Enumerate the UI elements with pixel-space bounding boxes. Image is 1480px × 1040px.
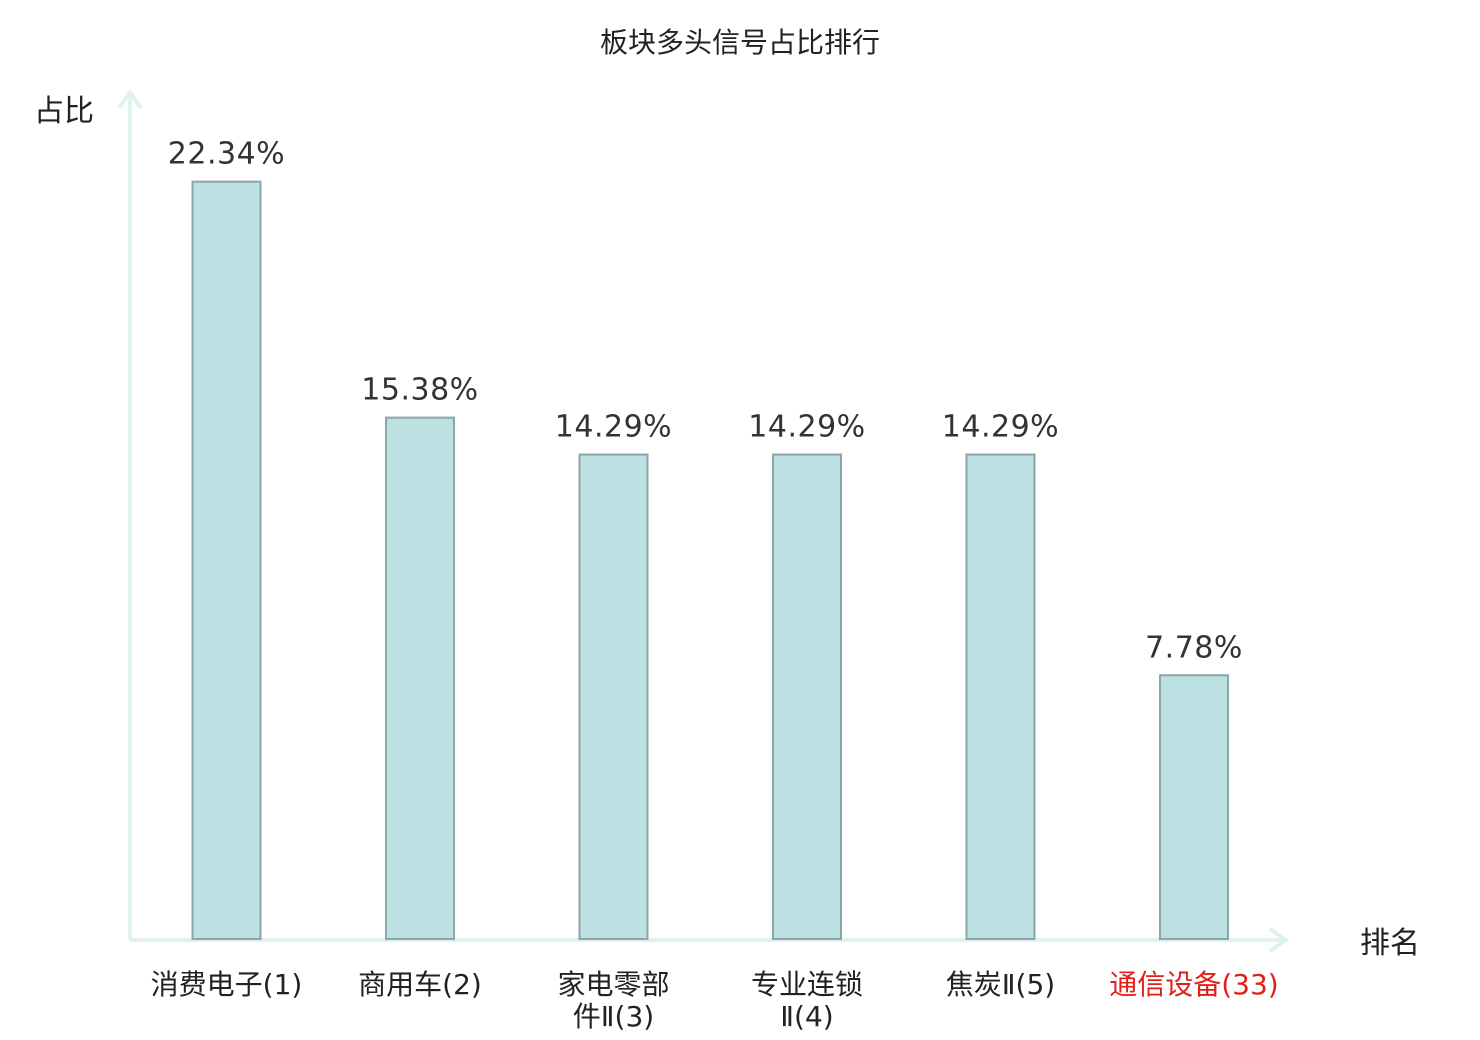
x-tick-label-3-line-1: 家电零部 bbox=[557, 968, 669, 1001]
value-label-1: 22.34% bbox=[168, 137, 285, 172]
bar-4 bbox=[772, 453, 842, 940]
x-axis-label: 排名 bbox=[1360, 926, 1420, 961]
x-tick-label-6: 通信设备(33) bbox=[1109, 968, 1278, 1001]
x-tick-label-2: 商用车(2) bbox=[358, 968, 482, 1001]
value-labels: 22.34% 15.38% 14.29% 14.29% 14.29% 7.78% bbox=[168, 137, 1243, 666]
bars bbox=[191, 180, 1229, 941]
x-tick-label-1: 消费电子(1) bbox=[151, 968, 303, 1001]
x-tick-label-3-line-2: 件Ⅱ(3) bbox=[573, 1000, 654, 1033]
x-tick-label-5: 焦炭Ⅱ(5) bbox=[946, 968, 1055, 1001]
x-tick-label-4-line-2: Ⅱ(4) bbox=[780, 1000, 833, 1033]
value-label-6: 7.78% bbox=[1145, 630, 1243, 665]
x-axis-arrow-icon bbox=[1268, 927, 1290, 953]
value-label-3: 14.29% bbox=[555, 410, 672, 445]
bar-2 bbox=[385, 416, 455, 941]
bar-5 bbox=[965, 453, 1036, 940]
axes bbox=[117, 88, 1290, 953]
bar-3 bbox=[578, 453, 649, 940]
x-tick-label-4-line-1: 专业连锁 bbox=[751, 968, 863, 1001]
chart-title: 板块多头信号占比排行 bbox=[600, 26, 880, 59]
value-label-5: 14.29% bbox=[942, 410, 1059, 445]
bar-6 bbox=[1159, 674, 1229, 940]
y-axis-label: 占比 bbox=[34, 94, 94, 129]
bar-1 bbox=[191, 180, 262, 940]
value-label-4: 14.29% bbox=[748, 410, 865, 445]
value-label-2: 15.38% bbox=[361, 373, 478, 408]
y-axis-arrow-icon bbox=[117, 88, 143, 110]
